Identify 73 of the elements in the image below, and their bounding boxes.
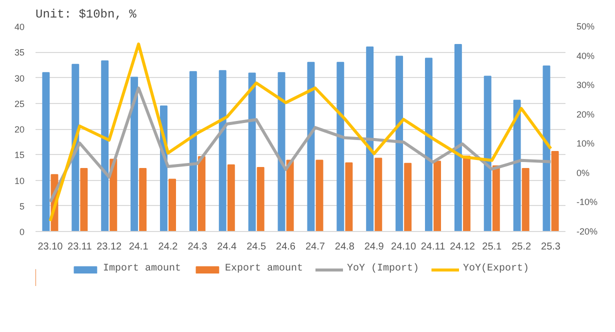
y2-tick-label: 30%	[576, 80, 595, 90]
legend-label: Import amount	[102, 264, 181, 274]
bar	[404, 162, 412, 232]
bar	[307, 62, 315, 232]
y2-tick-label: -10%	[576, 197, 598, 208]
x-tick-label: 24.5	[246, 242, 267, 252]
bar	[551, 151, 559, 232]
x-tick-label: 24.3	[188, 242, 208, 252]
bar	[366, 46, 374, 232]
bar	[345, 162, 353, 232]
y-tick-label: 20	[14, 124, 25, 134]
y2-tick-label: 50%	[576, 22, 595, 32]
y-tick-label: 5	[19, 201, 25, 212]
y2-tick-label: 40%	[576, 50, 595, 61]
line-series	[48, 42, 552, 222]
x-tick-label: 24.12	[450, 242, 476, 252]
y-tick-label: 0	[19, 227, 25, 237]
bar	[256, 166, 264, 232]
bar	[80, 168, 88, 232]
y-tick-label: 40	[14, 22, 25, 32]
bar	[248, 72, 256, 232]
bar	[72, 64, 80, 232]
bar	[424, 58, 432, 232]
legend-label: Export amount	[224, 264, 303, 274]
bar	[434, 160, 442, 232]
x-tick-label: 25.2	[512, 242, 532, 252]
bar	[227, 164, 235, 232]
chart-title: Unit: $10bn, %	[36, 8, 138, 22]
x-tick-label: 23.12	[96, 242, 122, 252]
bar	[513, 100, 521, 232]
legend-label: YoY(Export)	[463, 264, 530, 274]
bar	[316, 160, 324, 232]
bar	[286, 160, 294, 232]
bar	[198, 156, 206, 232]
x-tick-label: 24.4	[217, 242, 238, 252]
y2-tick-label: 0%	[576, 168, 590, 178]
bar	[396, 56, 404, 232]
bar	[168, 178, 176, 232]
line-series	[48, 86, 552, 204]
bar	[139, 168, 147, 232]
y-tick-label: 10	[14, 176, 25, 186]
bar	[374, 158, 382, 232]
x-tick-label: 23.11	[68, 242, 92, 252]
x-tick-label: 24.10	[391, 242, 417, 252]
legend-label: YoY (Import)	[347, 264, 420, 274]
x-tick-label: 24.7	[305, 242, 326, 252]
bar	[42, 72, 50, 232]
bar	[189, 71, 197, 232]
bar	[130, 76, 138, 232]
bar	[454, 44, 462, 232]
y2-tick-label: 10%	[576, 138, 595, 149]
bar	[492, 165, 500, 232]
y-tick-label: 35	[14, 48, 25, 58]
x-tick-label: 24.11	[420, 242, 446, 252]
x-tick-label: 25.1	[482, 242, 502, 252]
y2-tick-label: -20%	[576, 226, 598, 236]
y-tick-label: 30	[14, 73, 25, 84]
bar	[218, 70, 226, 232]
y-tick-label: 15	[14, 150, 25, 160]
x-tick-label: 24.8	[334, 242, 355, 252]
y2-tick-label: 20%	[576, 109, 595, 120]
x-tick-label: 24.2	[158, 242, 178, 252]
x-tick-label: 24.9	[364, 242, 384, 252]
bar	[101, 60, 109, 232]
x-tick-label: 23.10	[38, 242, 64, 252]
y-tick-label: 25	[14, 98, 25, 109]
x-tick-label: 24.1	[128, 242, 149, 252]
bar	[522, 168, 530, 232]
bar	[336, 62, 344, 232]
x-tick-label: 24.6	[276, 242, 296, 252]
bar	[462, 156, 470, 232]
x-tick-label: 25.3	[541, 242, 561, 252]
bar	[484, 76, 492, 232]
